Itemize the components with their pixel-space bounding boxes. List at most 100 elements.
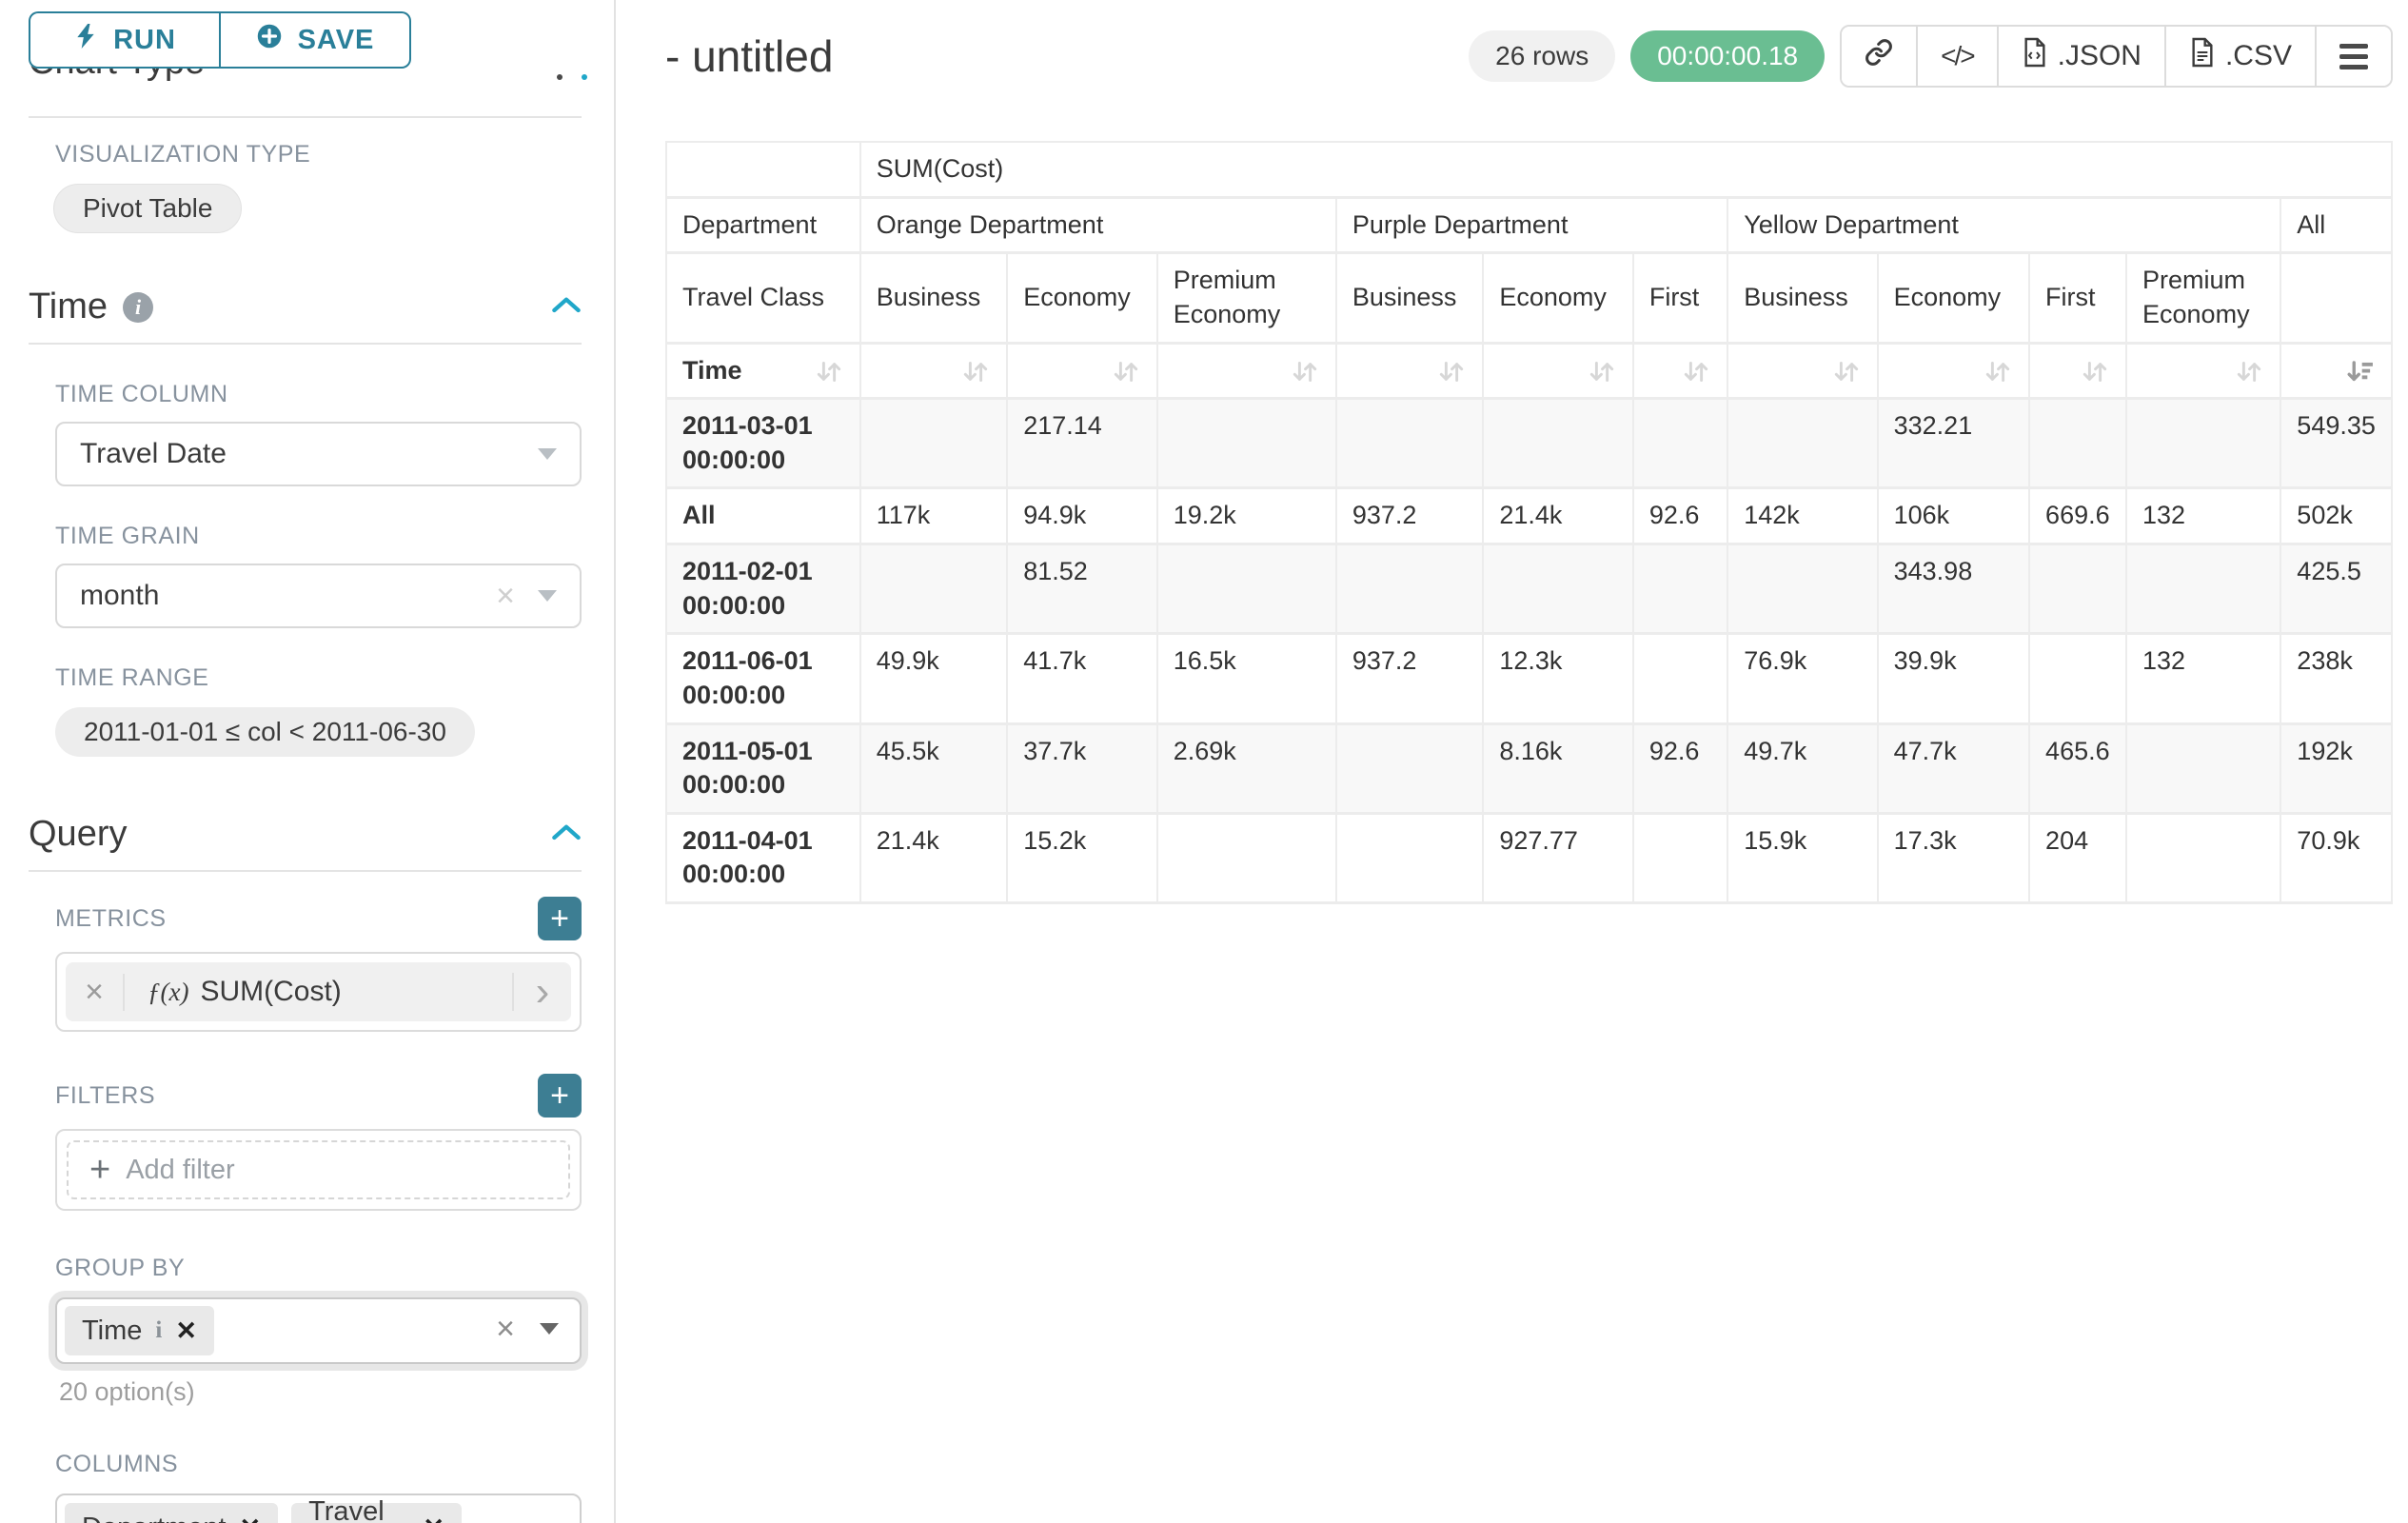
value-cell: 669.6 xyxy=(2029,487,2128,545)
sort-header-cell[interactable] xyxy=(1007,343,1158,401)
sort-icon[interactable] xyxy=(1983,359,2013,385)
value-cell: 45.5k xyxy=(859,723,1009,815)
value-cell xyxy=(1156,398,1337,490)
run-button-label: RUN xyxy=(113,24,176,55)
time-grain-select[interactable]: month × xyxy=(55,564,582,628)
clear-icon[interactable]: × xyxy=(496,1311,515,1347)
sort-header-cell[interactable] xyxy=(1335,343,1485,401)
value-cell xyxy=(2029,633,2128,725)
column-class-header: Premium Economy xyxy=(2126,252,2282,345)
export-csv-button[interactable]: .CSV xyxy=(2163,27,2315,86)
value-cell: 192k xyxy=(2280,723,2393,815)
visualization-type-pill[interactable]: Pivot Table xyxy=(53,184,243,233)
value-cell xyxy=(1335,723,1485,815)
sort-header-cell[interactable] xyxy=(2126,343,2282,401)
column-group-header: Yellow Department xyxy=(1727,197,2282,255)
sort-icon[interactable] xyxy=(1681,359,1711,385)
save-button-label: SAVE xyxy=(297,24,375,55)
columns-chip: Department ✕ xyxy=(65,1503,279,1523)
scrolled-icon-dot xyxy=(582,74,587,80)
run-button[interactable]: RUN xyxy=(29,11,220,69)
sort-header-cell[interactable] xyxy=(1727,343,1879,401)
sort-icon[interactable] xyxy=(814,359,844,385)
sort-header-cell[interactable] xyxy=(2029,343,2128,401)
group-by-options-hint: 20 option(s) xyxy=(59,1377,195,1406)
add-filter-dropzone[interactable]: + Add filter xyxy=(67,1140,570,1199)
add-metric-button[interactable]: + xyxy=(538,897,582,940)
sort-icon[interactable] xyxy=(1436,359,1467,385)
remove-chip-icon[interactable]: ✕ xyxy=(423,1513,444,1523)
sort-icon[interactable] xyxy=(1290,359,1320,385)
columns-select[interactable]: Department ✕ Travel Class ✕ × xyxy=(55,1493,582,1523)
value-cell: 49.9k xyxy=(859,633,1009,725)
code-icon: </> xyxy=(1941,41,1976,70)
value-cell: 8.16k xyxy=(1483,723,1634,815)
hamburger-icon xyxy=(2339,43,2368,69)
query-section-header[interactable]: Query xyxy=(29,814,582,855)
view-query-button[interactable]: </> xyxy=(1916,27,1997,86)
sort-header-cell[interactable] xyxy=(2280,343,2393,401)
value-cell xyxy=(1727,544,1879,636)
metrics-control: × ƒ(x) SUM(Cost) › xyxy=(55,952,582,1032)
value-cell: 332.21 xyxy=(1877,398,2031,490)
chevron-up-icon[interactable] xyxy=(551,821,582,847)
time-axis-cell[interactable]: Time xyxy=(666,343,861,401)
row-header-cell: 2011-03-01 00:00:00 xyxy=(666,398,861,490)
value-cell: 47.7k xyxy=(1877,723,2031,815)
menu-button[interactable] xyxy=(2315,27,2391,86)
query-timer-badge: 00:00:00.18 xyxy=(1630,30,1826,82)
export-toolbar: </> .JSON .CSV xyxy=(1840,25,2393,88)
sort-icon[interactable] xyxy=(1111,359,1141,385)
remove-metric-icon[interactable]: × xyxy=(66,973,125,1011)
sort-icon[interactable] xyxy=(2080,359,2110,385)
metric-pill[interactable]: × ƒ(x) SUM(Cost) › xyxy=(66,962,571,1021)
column-class-header: Economy xyxy=(1007,252,1158,345)
column-class-header: Business xyxy=(859,252,1009,345)
clear-icon[interactable]: × xyxy=(496,578,515,614)
sort-header-cell[interactable] xyxy=(1483,343,1634,401)
sort-icon[interactable] xyxy=(1587,359,1617,385)
caret-down-icon[interactable] xyxy=(540,1323,559,1335)
sort-header-cell[interactable] xyxy=(1632,343,1729,401)
metric-label: SUM(Cost) xyxy=(200,976,342,1007)
export-json-button[interactable]: .JSON xyxy=(1996,27,2164,86)
group-by-select[interactable]: Time i ✕ × xyxy=(55,1297,582,1364)
value-cell xyxy=(1483,398,1634,490)
remove-chip-icon[interactable]: ✕ xyxy=(240,1513,262,1523)
row-count-badge: 26 rows xyxy=(1469,30,1616,82)
table-row: All 117k 94.9k 19.2k 937.2 21.4k 92.6 142k 106k 6… xyxy=(666,487,2393,545)
remove-chip-icon[interactable]: ✕ xyxy=(175,1315,197,1345)
chart-title[interactable]: - untitled xyxy=(665,31,834,81)
sort-header-cell[interactable] xyxy=(1877,343,2031,401)
value-cell: 21.4k xyxy=(859,813,1009,905)
scrolled-icon-dot xyxy=(557,74,563,80)
add-filter-button[interactable]: + xyxy=(538,1074,582,1118)
value-cell: 343.98 xyxy=(1877,544,2031,636)
time-grain-label: TIME GRAIN xyxy=(55,523,200,549)
value-cell: 238k xyxy=(2280,633,2393,725)
sort-icon[interactable] xyxy=(2234,359,2264,385)
sort-descending-icon[interactable] xyxy=(2345,359,2376,385)
value-cell: 2.69k xyxy=(1156,723,1337,815)
time-range-pill[interactable]: 2011-01-01 ≤ col < 2011-06-30 xyxy=(55,707,475,757)
value-cell: 117k xyxy=(859,487,1009,545)
travel-class-axis-cell: Travel Class xyxy=(666,252,861,345)
pivot-table-container: SUM(Cost) Department Orange Department Purp… xyxy=(665,141,2394,905)
time-column-value: Travel Date xyxy=(80,438,227,469)
sort-icon[interactable] xyxy=(1831,359,1862,385)
value-cell: 142k xyxy=(1727,487,1879,545)
value-cell xyxy=(2126,544,2282,636)
filters-control: + Add filter xyxy=(55,1129,582,1211)
share-link-button[interactable] xyxy=(1842,27,1917,86)
table-row: 2011-03-01 00:00:00 217.14 332.21 549.35 xyxy=(666,398,2393,490)
sort-icon[interactable] xyxy=(960,359,991,385)
chevron-right-icon[interactable]: › xyxy=(512,971,571,1012)
save-button[interactable]: SAVE xyxy=(220,11,411,69)
sort-header-cell[interactable] xyxy=(859,343,1009,401)
column-group-header: Purple Department xyxy=(1335,197,1729,255)
time-column-select[interactable]: Travel Date xyxy=(55,422,582,486)
query-section-title: Query xyxy=(29,814,128,854)
time-section-header[interactable]: Time i xyxy=(29,287,582,327)
sort-header-cell[interactable] xyxy=(1156,343,1337,401)
chevron-up-icon[interactable] xyxy=(551,294,582,320)
